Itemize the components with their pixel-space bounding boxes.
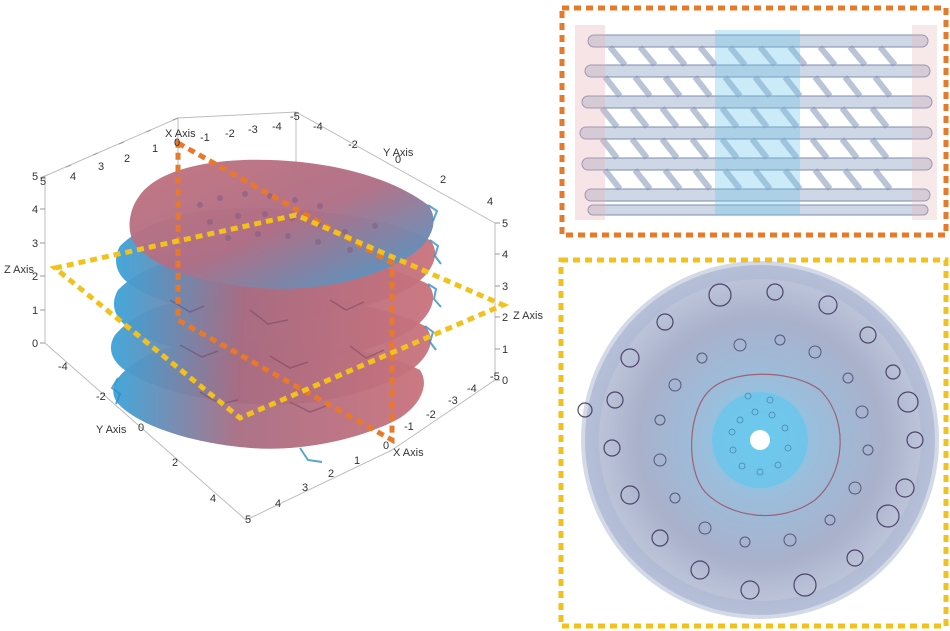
z-tick-right: 5 xyxy=(502,218,508,230)
z-tick-left: 1 xyxy=(32,305,38,317)
bottom-y-tick-labels: -4 -2 0 2 4 xyxy=(58,361,216,505)
horizontal-cross-section-render xyxy=(577,261,939,619)
top-y-tick: -4 xyxy=(313,121,323,133)
top-inset-panel xyxy=(559,5,949,238)
top-x-tick: 0 xyxy=(174,137,180,149)
top-y-axis-label: Y Axis xyxy=(383,147,414,159)
z-tick-right: 0 xyxy=(502,375,508,387)
top-x-tick: 4 xyxy=(70,171,76,183)
bottom-y-tick: 0 xyxy=(138,422,144,434)
bottom-x-tick: -2 xyxy=(426,409,436,421)
top-x-tick: 5 xyxy=(40,176,46,188)
bottom-x-tick: 2 xyxy=(328,468,334,480)
z-tick-left: 3 xyxy=(32,238,38,250)
top-x-axis-label: X Axis xyxy=(165,128,196,140)
top-x-tick: -1 xyxy=(200,132,210,144)
bottom-x-tick: -3 xyxy=(448,395,458,407)
bottom-y-tick: 4 xyxy=(210,493,216,505)
bottom-x-axis-label: X Axis xyxy=(393,447,424,459)
right-z-axis-label: Z Axis xyxy=(513,310,543,322)
z-tick-right: 1 xyxy=(502,344,508,356)
z-tick-right: 2 xyxy=(502,312,508,324)
bottom-x-tick: 3 xyxy=(302,482,308,494)
top-x-tick-labels: -5 -4 -3 -2 -1 0 1 2 3 4 5 xyxy=(40,111,300,188)
bottom-x-tick: 5 xyxy=(245,514,251,526)
yellow-slice-plane xyxy=(49,212,510,421)
z-tick-right: 3 xyxy=(502,281,508,293)
bottom-x-tick: 4 xyxy=(275,498,281,510)
top-x-tick: -2 xyxy=(225,128,235,140)
bottom-y-tick: 2 xyxy=(172,457,178,469)
z-tick-left: 0 xyxy=(32,338,38,350)
vertical-cross-section-render xyxy=(575,25,937,220)
z-tick-left: 5 xyxy=(32,171,38,183)
right-z-tick-labels: 0 1 2 3 4 5 xyxy=(502,218,508,387)
z-tick-left: 4 xyxy=(32,204,38,216)
z-tick-left: 2 xyxy=(32,271,38,283)
bottom-x-tick: 0 xyxy=(383,440,389,452)
top-x-tick: 1 xyxy=(152,143,158,155)
top-y-tick: -2 xyxy=(348,139,358,151)
top-y-tick: 4 xyxy=(487,196,493,208)
top-y-tick-labels: -4 -2 0 2 4 xyxy=(313,121,493,208)
bottom-x-tick: -1 xyxy=(404,421,414,433)
bottom-x-tick: -5 xyxy=(490,371,500,383)
stacked-porous-disk-3d-render xyxy=(110,159,442,463)
axis-tick-marks xyxy=(39,117,500,381)
top-y-tick: 2 xyxy=(440,174,446,186)
bottom-y-axis-label: Y Axis xyxy=(96,424,127,436)
orange-slice-plane xyxy=(175,138,395,445)
z-tick-right: 4 xyxy=(502,249,508,261)
disk-layer-top xyxy=(129,159,434,289)
top-y-tick: 0 xyxy=(395,154,401,166)
top-x-tick: -5 xyxy=(290,111,300,123)
top-x-tick: -3 xyxy=(248,124,258,136)
bottom-inset-panel xyxy=(558,257,949,629)
bottom-y-tick: -4 xyxy=(58,361,68,373)
top-x-tick: -4 xyxy=(272,121,282,133)
bottom-y-tick: -2 xyxy=(96,391,106,403)
left-z-axis-label: Z Axis xyxy=(4,264,34,276)
bottom-x-tick-labels: -5 -4 -3 -2 -1 0 1 2 3 4 5 xyxy=(245,371,500,526)
top-x-tick: 2 xyxy=(124,153,130,165)
bottom-x-tick: -4 xyxy=(467,383,477,395)
bottom-x-tick: 1 xyxy=(354,455,360,467)
top-x-tick: 3 xyxy=(98,161,104,173)
left-z-tick-labels: 0 1 2 3 4 5 xyxy=(32,171,38,350)
